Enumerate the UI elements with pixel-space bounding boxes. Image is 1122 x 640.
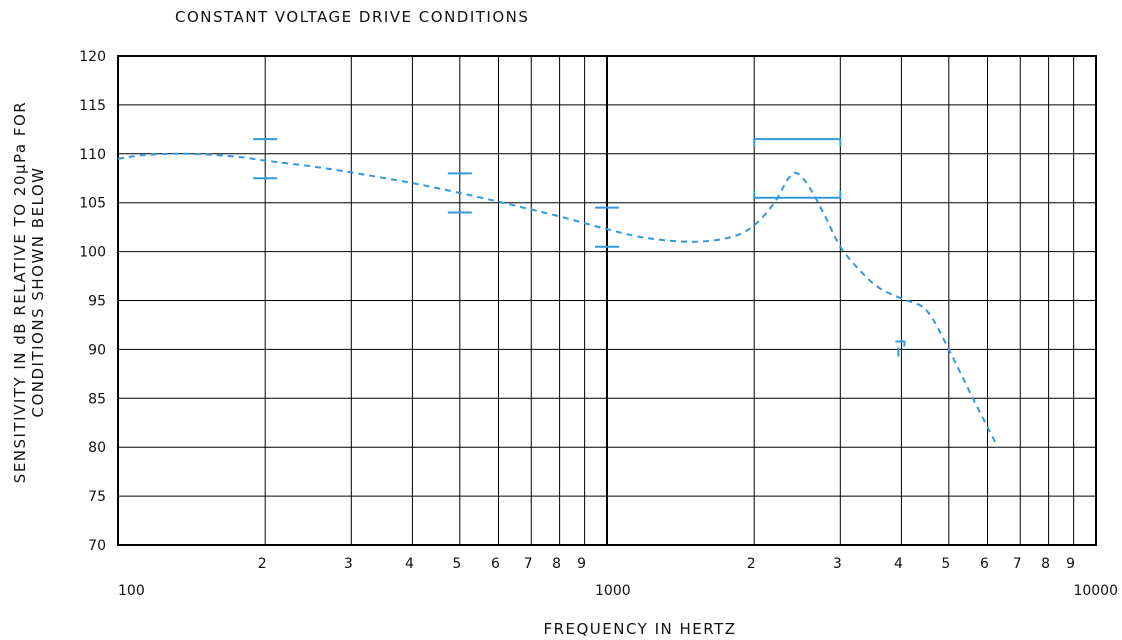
y-tick-label: 85 <box>88 391 106 407</box>
y-tick-labels: 70 75 80 85 90 95 100 105 110 115 120 <box>79 49 106 554</box>
tolerance-lower-mark <box>895 340 906 357</box>
plot-frame <box>117 55 1097 546</box>
y-tick-label: 90 <box>88 342 106 358</box>
grid <box>117 55 1097 546</box>
tolerance-window-lower <box>753 190 842 199</box>
x-minor-tick-label: 6 <box>491 556 500 572</box>
x-minor-tick-label: 9 <box>577 556 586 572</box>
y-tick-label: 100 <box>79 245 106 261</box>
x-minor-tick-label: 2 <box>258 556 267 572</box>
chart-title: CONSTANT VOLTAGE DRIVE CONDITIONS <box>175 8 529 26</box>
x-axis-title: FREQUENCY IN HERTZ <box>543 620 736 638</box>
y-tick-label: 115 <box>79 98 106 114</box>
tolerance-window-upper <box>753 138 842 147</box>
y-tick-label: 75 <box>88 489 106 505</box>
y-tick-label: 70 <box>88 538 106 554</box>
x-minor-tick-label: 4 <box>894 556 903 572</box>
x-minor-tick-label: 5 <box>452 556 461 572</box>
series <box>117 152 999 448</box>
y-tick-label: 80 <box>88 440 106 456</box>
tolerance-marks <box>253 138 906 357</box>
y-tick-label: 105 <box>79 196 106 212</box>
y-axis-title-line1: SENSITIVITY IN dB RELATIVE TO 20µPa FOR <box>11 101 29 483</box>
x-minor-tick-label: 3 <box>344 556 353 572</box>
x-minor-tick-label: 7 <box>1013 556 1022 572</box>
y-tick-label: 110 <box>79 147 106 163</box>
y-axis-title: SENSITIVITY IN dB RELATIVE TO 20µPa FOR … <box>11 101 47 483</box>
x-minor-tick-label: 5 <box>941 556 950 572</box>
x-minor-tick-label: 7 <box>524 556 533 572</box>
x-minor-tick-label: 2 <box>747 556 756 572</box>
x-minor-tick-label: 3 <box>833 556 842 572</box>
x-major-tick-label: 10000 <box>1073 583 1118 599</box>
x-minor-tick-label: 9 <box>1066 556 1075 572</box>
x-minor-tick-label: 8 <box>1041 556 1050 572</box>
response-curve <box>117 152 999 448</box>
x-minor-tick-label: 4 <box>405 556 414 572</box>
y-axis-title-line2: CONDITIONS SHOWN BELOW <box>29 166 47 417</box>
x-major-tick-label: 1000 <box>595 583 631 599</box>
y-tick-label: 95 <box>88 294 106 310</box>
x-major-tick-label: 100 <box>118 583 145 599</box>
x-minor-tick-label: 8 <box>552 556 561 572</box>
y-tick-label: 120 <box>79 49 106 65</box>
x-minor-tick-label: 6 <box>980 556 989 572</box>
